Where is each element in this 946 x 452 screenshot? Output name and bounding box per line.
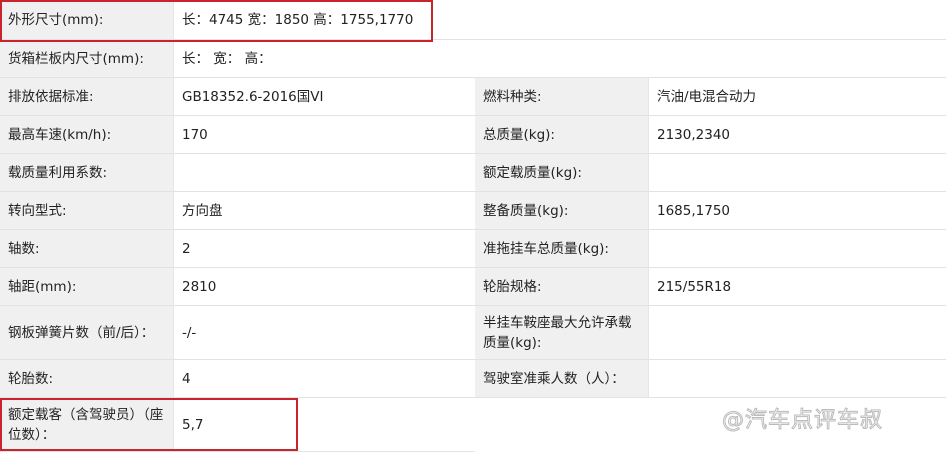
value-saddle-load xyxy=(648,306,946,360)
label-tire-count: 轮胎数: xyxy=(0,360,173,398)
value-tire-count: 4 xyxy=(173,360,475,398)
label-rated-load: 额定载质量(kg): xyxy=(475,154,648,192)
value-emission: GB18352.6-2016国VI xyxy=(173,78,475,116)
value-total-mass: 2130,2340 xyxy=(648,116,946,154)
value-fuel: 汽油/电混合动力 xyxy=(648,78,946,116)
highlight-box-dimensions xyxy=(0,0,433,42)
label-total-mass: 总质量(kg): xyxy=(475,116,648,154)
value-steering: 方向盘 xyxy=(173,192,475,230)
blank-cell xyxy=(475,398,648,452)
value-curb-mass: 1685,1750 xyxy=(648,192,946,230)
value-tire-spec: 215/55R18 xyxy=(648,268,946,306)
highlight-box-seats xyxy=(0,398,298,451)
label-wheelbase: 轴距(mm): xyxy=(0,268,173,306)
value-cab-passengers xyxy=(648,360,946,398)
label-steering: 转向型式: xyxy=(0,192,173,230)
label-curb-mass: 整备质量(kg): xyxy=(475,192,648,230)
label-dimensions: 外形尺寸(mm): xyxy=(0,0,173,40)
label-tire-spec: 轮胎规格: xyxy=(475,268,648,306)
value-max-speed: 170 xyxy=(173,116,475,154)
label-emission: 排放依据标准: xyxy=(0,78,173,116)
label-fuel: 燃料种类: xyxy=(475,78,648,116)
value-rated-load xyxy=(648,154,946,192)
value-trailer-mass xyxy=(648,230,946,268)
value-wheelbase: 2810 xyxy=(173,268,475,306)
label-trailer-mass: 准拖挂车总质量(kg): xyxy=(475,230,648,268)
label-saddle-load: 半挂车鞍座最大允许承载质量(kg): xyxy=(475,306,648,360)
label-cab-passengers: 驾驶室准乘人数（人）： xyxy=(475,360,648,398)
value-cargo-box: 长： 宽： 高： xyxy=(173,40,946,78)
watermark: @汽车点评车叔 xyxy=(721,408,884,434)
label-axles: 轴数: xyxy=(0,230,173,268)
label-load-coefficient: 载质量利用系数: xyxy=(0,154,173,192)
value-axles: 2 xyxy=(173,230,475,268)
value-dimensions: 长：4745 宽：1850 高：1755,1770 xyxy=(173,0,946,40)
label-cargo-box: 货箱栏板内尺寸(mm): xyxy=(0,40,173,78)
label-leaf-springs: 钢板弹簧片数（前/后）： xyxy=(0,306,173,360)
label-max-speed: 最高车速(km/h): xyxy=(0,116,173,154)
value-leaf-springs: -/- xyxy=(173,306,475,360)
value-load-coefficient xyxy=(173,154,475,192)
blank-cell xyxy=(648,398,946,452)
